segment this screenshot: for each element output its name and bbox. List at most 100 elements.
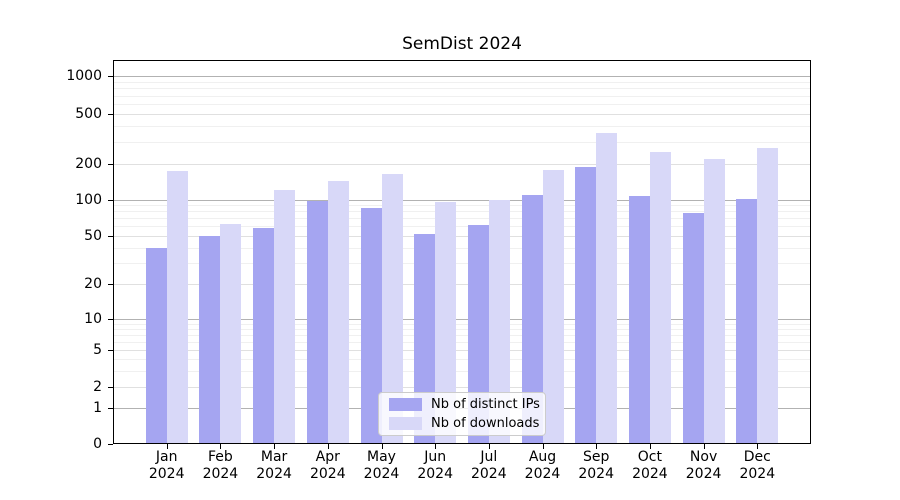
gridline-5	[113, 350, 811, 351]
x-tick-label-aug: Aug 2024	[524, 449, 561, 482]
y-tick-label-10: 10	[84, 311, 102, 327]
bar-downloads-jun	[435, 202, 457, 444]
legend-swatch-downloads	[389, 417, 422, 430]
y-tick-mark	[108, 236, 113, 237]
gridline-60	[113, 226, 811, 228]
gridline-7	[113, 335, 811, 336]
y-tick-label-50: 50	[84, 228, 102, 244]
x-tick-mark	[649, 444, 651, 449]
x-tick-mark	[220, 444, 222, 449]
x-tick-mark	[703, 444, 705, 449]
gridline-200	[113, 163, 811, 165]
gridline-70	[113, 218, 811, 220]
gridline-10	[113, 319, 811, 320]
bar-downloads-dec	[757, 147, 779, 444]
bar-distinct-ips-jan	[145, 247, 167, 444]
y-tick-mark	[108, 350, 113, 351]
legend-label-distinct-ips: Nb of distinct IPs	[431, 397, 540, 412]
x-tick-label-sep: Sep 2024	[578, 449, 614, 482]
gridline-6	[113, 341, 811, 343]
x-tick-mark	[435, 444, 437, 449]
bar-distinct-ips-feb	[199, 236, 221, 444]
x-tick-label-may: May 2024	[363, 449, 400, 482]
legend: Nb of distinct IPs Nb of downloads	[378, 392, 546, 436]
plot-area: Nb of distinct IPs Nb of downloads	[113, 60, 811, 444]
bar-distinct-ips-jul	[467, 224, 489, 444]
y-tick-mark	[108, 114, 113, 116]
x-tick-mark	[596, 444, 598, 449]
bar-distinct-ips-dec	[736, 199, 758, 444]
bar-downloads-feb	[220, 223, 242, 444]
gridline-800	[113, 88, 811, 90]
bar-downloads-oct	[649, 151, 671, 444]
gridline-20	[113, 283, 811, 285]
gridline-40	[113, 247, 811, 249]
y-tick-label-200: 200	[75, 155, 102, 172]
y-tick-label-2: 2	[93, 379, 102, 396]
x-tick-mark	[381, 444, 383, 449]
x-tick-label-jun: Jun 2024	[417, 449, 453, 482]
gridline-9	[113, 323, 811, 325]
x-tick-mark	[274, 444, 276, 449]
gridline-4	[113, 359, 811, 361]
bar-downloads-jan	[166, 170, 188, 444]
gridline-80	[113, 211, 811, 213]
legend-swatch-distinct-ips	[389, 398, 422, 411]
gridline-300	[113, 141, 811, 143]
gridline-3	[113, 370, 811, 372]
x-tick-label-nov: Nov 2024	[685, 449, 722, 482]
bar-distinct-ips-nov	[682, 212, 704, 444]
gridline-50	[113, 236, 811, 237]
gridline-500	[113, 114, 811, 116]
x-tick-mark	[488, 444, 490, 449]
y-tick-mark	[108, 387, 113, 389]
y-tick-mark	[108, 319, 113, 320]
bar-downloads-aug	[542, 170, 564, 444]
gridline-2	[113, 387, 811, 389]
bar-downloads-apr	[327, 180, 349, 444]
y-tick-mark	[108, 407, 113, 409]
y-tick-label-5: 5	[93, 342, 102, 358]
bar-distinct-ips-oct	[628, 195, 650, 444]
y-tick-mark	[108, 75, 113, 77]
bar-downloads-may	[381, 174, 403, 444]
x-tick-label-apr: Apr 2024	[309, 449, 346, 482]
bar-distinct-ips-may	[360, 208, 382, 444]
x-tick-label-feb: Feb 2024	[202, 449, 239, 482]
y-tick-label-0: 0	[93, 436, 102, 452]
gridline-8	[113, 329, 811, 330]
bar-downloads-sep	[596, 132, 618, 444]
x-tick-label-mar: Mar 2024	[256, 449, 292, 482]
bar-distinct-ips-aug	[521, 194, 543, 444]
bar-distinct-ips-sep	[575, 166, 597, 444]
legend-item-downloads: Nb of downloads	[389, 416, 539, 431]
gridline-400	[113, 126, 811, 128]
x-tick-mark	[757, 444, 759, 449]
gridline-90	[113, 205, 811, 207]
y-tick-mark	[108, 199, 113, 201]
x-tick-label-jan: Jan 2024	[148, 449, 185, 482]
y-tick-label-20: 20	[84, 275, 102, 292]
bar-downloads-mar	[274, 189, 296, 444]
y-tick-mark	[108, 444, 113, 445]
y-tick-mark	[108, 283, 113, 285]
y-tick-mark	[108, 163, 113, 165]
y-tick-label-1: 1	[93, 399, 102, 416]
x-tick-label-jul: Jul 2024	[470, 449, 507, 482]
bar-downloads-jul	[488, 199, 510, 444]
chart-title: SemDist 2024	[402, 34, 522, 54]
y-tick-label-1000: 1000	[66, 67, 102, 84]
legend-label-downloads: Nb of downloads	[431, 416, 540, 431]
gridline-1000	[113, 75, 811, 77]
bar-downloads-nov	[703, 159, 725, 444]
gridline-600	[113, 104, 811, 106]
legend-item-distinct-ips: Nb of distinct IPs	[389, 397, 540, 412]
x-tick-mark	[166, 444, 168, 449]
gridline-700	[113, 95, 811, 97]
y-tick-label-100: 100	[75, 191, 102, 208]
x-tick-mark	[327, 444, 329, 449]
gridline-900	[113, 81, 811, 83]
x-tick-label-oct: Oct 2024	[632, 449, 668, 482]
bar-distinct-ips-apr	[306, 201, 328, 444]
